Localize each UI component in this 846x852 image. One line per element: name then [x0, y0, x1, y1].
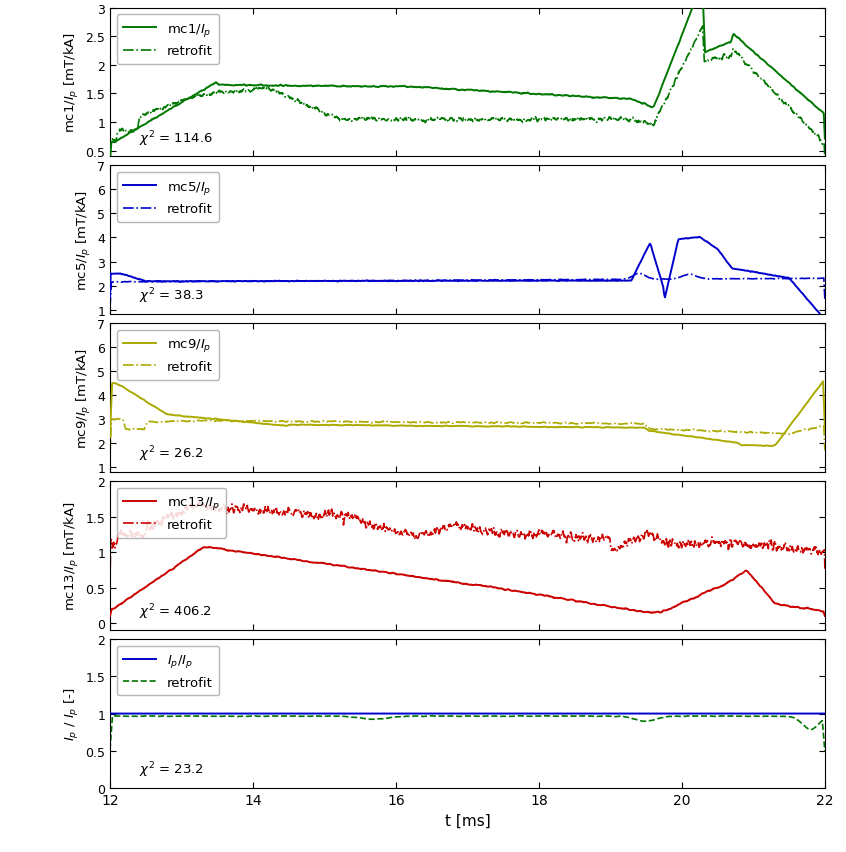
Y-axis label: mc1/$I_p$ [mT/kA]: mc1/$I_p$ [mT/kA]: [63, 32, 81, 133]
Legend: mc5/$I_p$, retrofit: mc5/$I_p$, retrofit: [117, 173, 219, 222]
Text: $\chi^2$ = 114.6: $\chi^2$ = 114.6: [139, 129, 212, 148]
X-axis label: t [ms]: t [ms]: [444, 813, 491, 827]
Legend: mc1/$I_p$, retrofit: mc1/$I_p$, retrofit: [117, 15, 219, 65]
Legend: mc13/$I_p$, retrofit: mc13/$I_p$, retrofit: [117, 488, 226, 538]
Text: $\chi^2$ = 406.2: $\chi^2$ = 406.2: [139, 602, 212, 621]
Text: $\chi^2$ = 23.2: $\chi^2$ = 23.2: [139, 760, 203, 780]
Y-axis label: mc13/$I_p$ [mT/kA]: mc13/$I_p$ [mT/kA]: [63, 501, 81, 611]
Y-axis label: mc9/$I_p$ [mT/kA]: mc9/$I_p$ [mT/kA]: [75, 348, 93, 449]
Text: $\chi^2$ = 38.3: $\chi^2$ = 38.3: [139, 286, 204, 306]
Y-axis label: mc5/$I_p$ [mT/kA]: mc5/$I_p$ [mT/kA]: [75, 190, 93, 291]
Legend: $I_p$/$I_p$, retrofit: $I_p$/$I_p$, retrofit: [117, 646, 219, 695]
Legend: mc9/$I_p$, retrofit: mc9/$I_p$, retrofit: [117, 331, 219, 380]
Y-axis label: $I_p$ / $I_p$ [-]: $I_p$ / $I_p$ [-]: [63, 687, 81, 740]
Text: $\chi^2$ = 26.2: $\chi^2$ = 26.2: [139, 444, 203, 463]
